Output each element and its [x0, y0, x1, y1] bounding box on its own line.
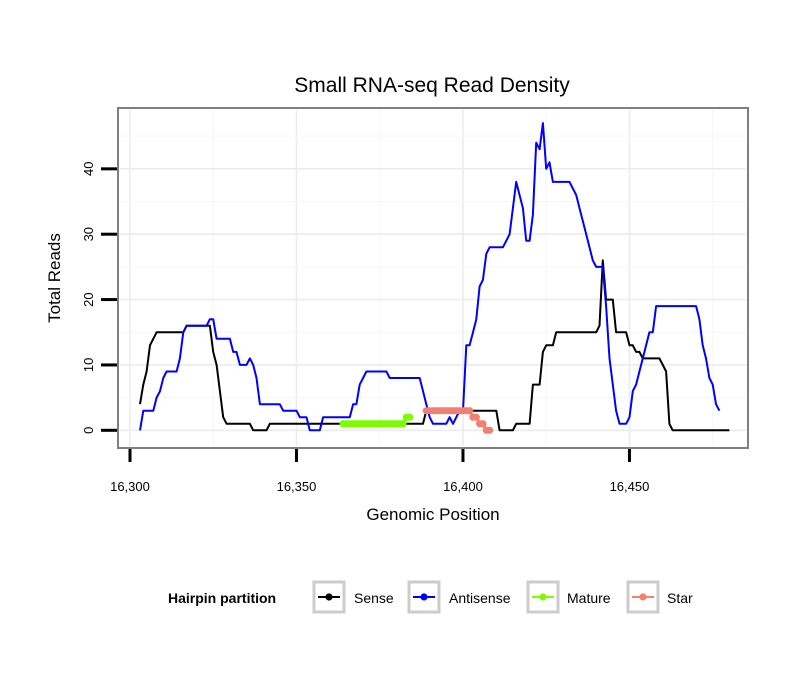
legend-label-star: Star [667, 590, 693, 606]
plot-panel-border [117, 107, 749, 449]
legend: Hairpin partition Sense Antisense Mature St… [168, 580, 693, 614]
data-point-star [486, 426, 494, 434]
series-line-antisense [139, 122, 721, 432]
x-tick-label: 16,450 [610, 479, 650, 494]
series-layer [139, 122, 730, 434]
legend-key-point [325, 593, 333, 601]
chart-title: Small RNA-seq Read Density [294, 74, 570, 97]
legend-label-mature: Mature [567, 590, 611, 606]
legend-label-antisense: Antisense [449, 590, 511, 606]
data-point-mature [399, 420, 407, 428]
y-tick-label: 0 [81, 427, 96, 434]
legend-title: Hairpin partition [168, 590, 276, 606]
legend-label-sense: Sense [354, 590, 394, 606]
y-axis-label: Total Reads [45, 233, 64, 323]
data-point-star [466, 407, 474, 415]
data-point-mature [406, 413, 414, 421]
series-points-star [422, 407, 494, 434]
y-tick-label: 20 [81, 292, 96, 306]
legend-item-sense: Sense [312, 580, 394, 614]
legend-item-star: Star [626, 580, 693, 614]
legend-item-mature: Mature [526, 580, 611, 614]
y-axis: 0 10 20 30 40 [81, 162, 117, 434]
legend-key-point [639, 593, 647, 601]
y-tick-label: 10 [81, 358, 96, 372]
series-points-mature [339, 413, 414, 428]
x-tick-label: 16,300 [110, 479, 150, 494]
x-axis: 16,300 16,350 16,400 16,450 [110, 449, 649, 494]
series-line-sense [139, 259, 730, 432]
data-point-star [479, 420, 487, 428]
data-point-star [472, 413, 480, 421]
grid-lines [120, 110, 746, 446]
y-tick-label: 30 [81, 227, 96, 241]
legend-key-point [420, 593, 428, 601]
x-tick-label: 16,350 [277, 479, 317, 494]
legend-key-point [539, 593, 547, 601]
legend-item-antisense: Antisense [407, 580, 511, 614]
y-tick-label: 40 [81, 162, 96, 176]
x-tick-label: 16,400 [443, 479, 483, 494]
x-axis-label: Genomic Position [366, 505, 499, 524]
